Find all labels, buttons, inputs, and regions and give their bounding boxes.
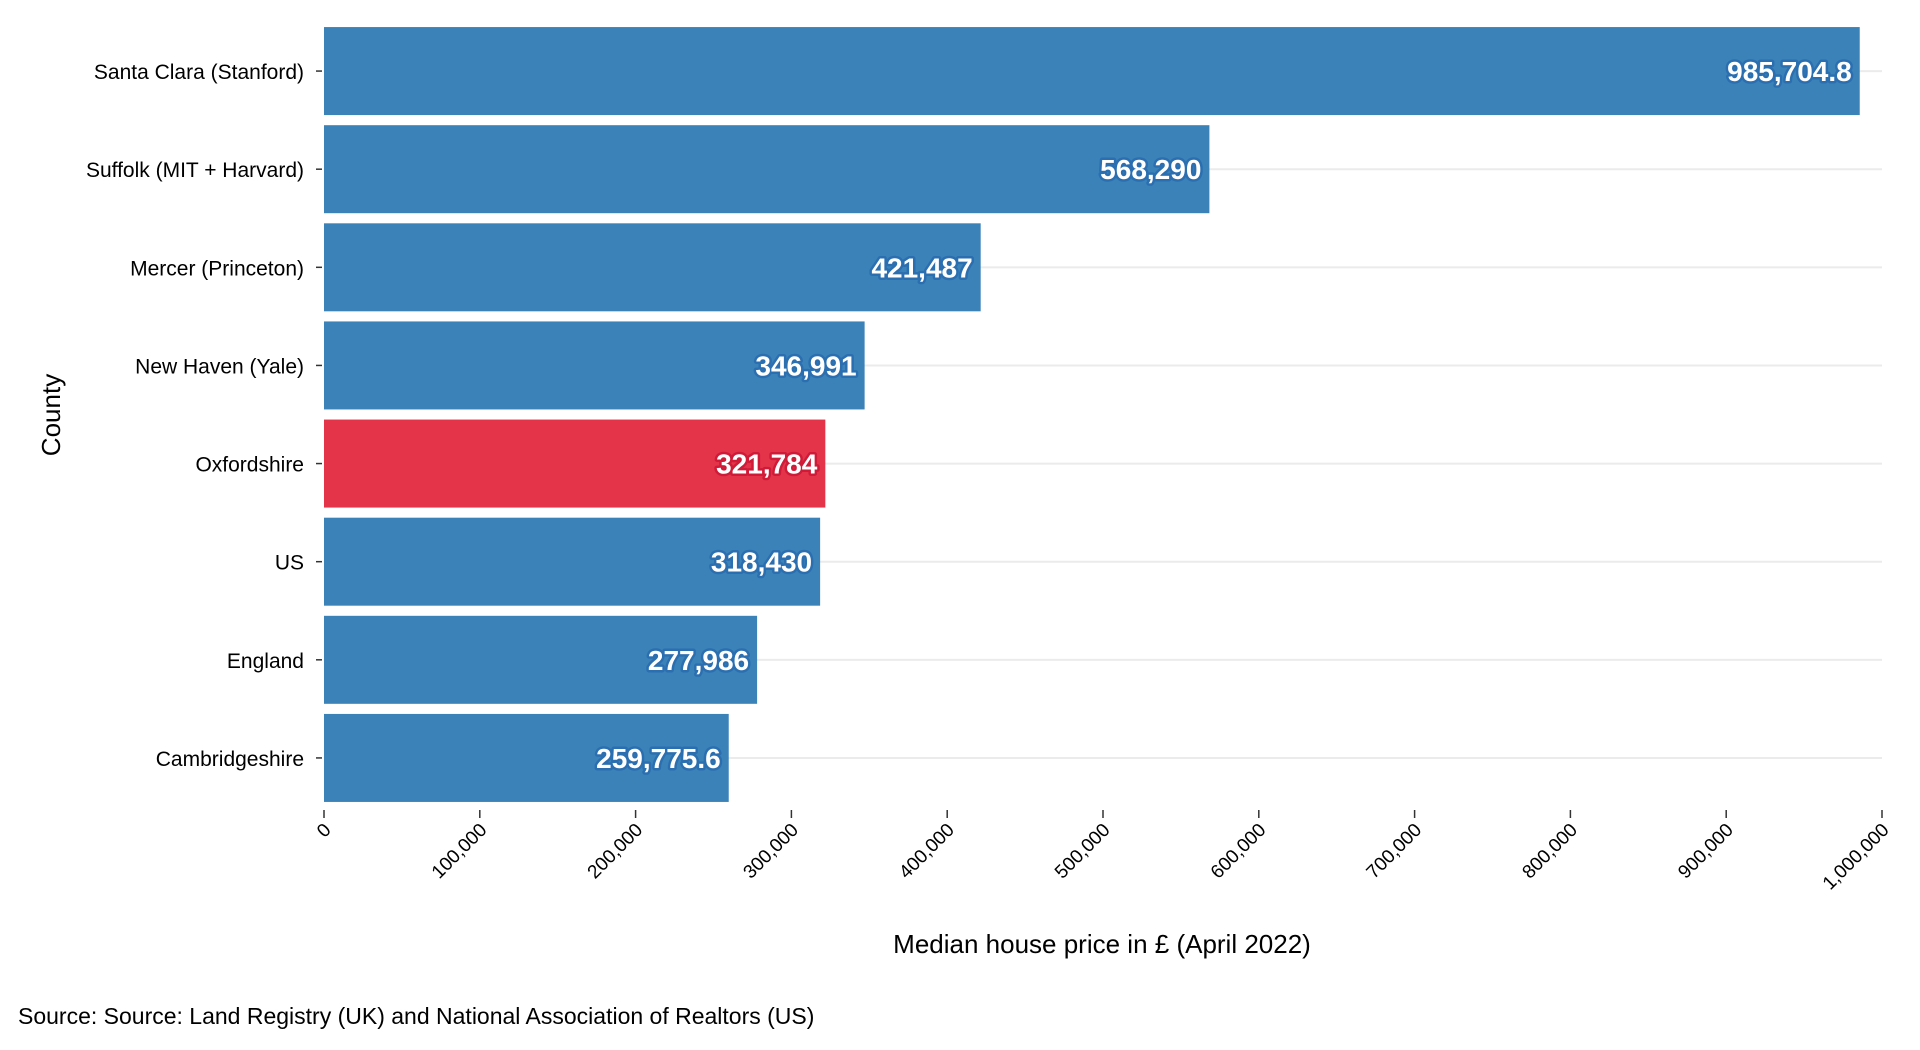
value-label: 985,704.8	[1727, 56, 1852, 87]
category-label: Suffolk (MIT + Harvard)	[86, 159, 304, 182]
value-labels: 985,704.8 568,290 421,487 346,991 321,784 318…	[594, 54, 1855, 777]
bar	[324, 419, 826, 508]
value-label: 346,991	[755, 350, 856, 381]
x-tick-label: 100,000	[428, 820, 491, 883]
x-tick-label: 500,000	[1051, 820, 1114, 883]
x-tick-label: 200,000	[584, 820, 647, 883]
x-axis-title: Median house price in £ (April 2022)	[893, 929, 1311, 959]
x-tick-label: 600,000	[1207, 820, 1270, 883]
category-labels: Santa Clara (Stanford) Suffolk (MIT + Har…	[86, 61, 304, 771]
x-tick-label: 700,000	[1363, 820, 1426, 883]
category-label: Mercer (Princeton)	[130, 257, 304, 280]
category-label: Cambridgeshire	[156, 748, 304, 771]
x-tick-label: 300,000	[740, 820, 803, 883]
x-tick-label: 800,000	[1519, 820, 1582, 883]
bars	[324, 27, 1860, 802]
x-tick-label: 400,000	[895, 820, 958, 883]
bar	[324, 125, 1210, 214]
category-label: New Haven (Yale)	[135, 355, 304, 378]
source-note: Source: Source: Land Registry (UK) and N…	[18, 1003, 815, 1029]
category-label: Oxfordshire	[195, 454, 304, 477]
value-label: 568,290	[1100, 154, 1201, 185]
x-tick-label: 0	[313, 820, 335, 842]
category-label: US	[275, 552, 304, 575]
value-label: 421,487	[871, 252, 972, 283]
bar	[324, 27, 1860, 116]
x-tick-label: 1,000,000	[1819, 820, 1894, 895]
category-label: Santa Clara (Stanford)	[94, 61, 304, 84]
value-label: 277,986	[648, 645, 749, 676]
bar	[324, 713, 729, 802]
category-label: England	[227, 650, 304, 673]
bar	[324, 517, 821, 606]
value-label: 318,430	[711, 547, 812, 578]
bar	[324, 223, 981, 312]
y-axis-title: County	[36, 374, 66, 456]
bar	[324, 615, 758, 704]
value-label: 321,784	[716, 449, 818, 480]
value-label: 259,775.6	[596, 743, 721, 774]
x-tick-label: 900,000	[1674, 820, 1737, 883]
bar	[324, 321, 865, 410]
